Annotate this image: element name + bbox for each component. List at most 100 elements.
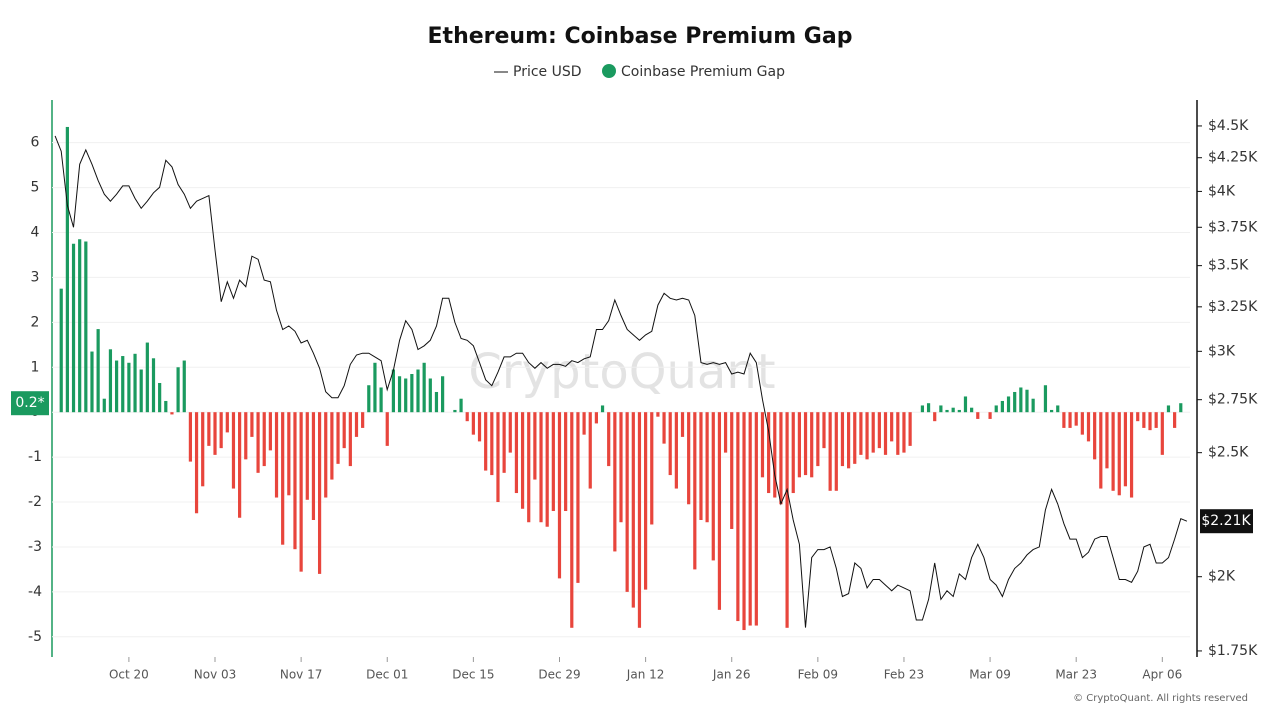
x-tick-label: Dec 29 (538, 668, 580, 682)
bar (816, 412, 820, 467)
y-tick-label: 2 (31, 314, 40, 330)
bar (1179, 403, 1183, 413)
y-marker-badge (11, 391, 49, 416)
x-tick-label: Feb 23 (884, 668, 924, 682)
bar (201, 412, 205, 487)
bar (717, 412, 722, 610)
y-tick-label: 4 (31, 225, 40, 241)
bar (379, 387, 383, 413)
y-marker-label: 0.2* (15, 395, 44, 411)
bar (619, 412, 623, 523)
y2-tick-label: $4.5K (1208, 118, 1249, 134)
bar (182, 360, 186, 413)
bar (71, 243, 76, 413)
bar (951, 407, 955, 413)
bar (164, 400, 168, 413)
bar (84, 241, 88, 413)
y2-tick-label: $3K (1208, 343, 1236, 359)
bar (367, 385, 371, 413)
bar (933, 412, 937, 422)
bar (502, 412, 506, 473)
bar (748, 412, 752, 626)
bar (410, 374, 414, 413)
bar (1056, 405, 1060, 413)
bar (957, 409, 961, 413)
bar (625, 412, 629, 592)
bar (644, 412, 648, 590)
bar (65, 126, 69, 413)
bar (1117, 412, 1121, 496)
bar (151, 358, 156, 413)
bar (533, 412, 537, 480)
bar (607, 412, 611, 467)
bar (422, 362, 426, 413)
bar (970, 407, 974, 413)
bar (361, 412, 365, 428)
bar (348, 412, 352, 467)
bar (484, 412, 488, 471)
y2-tick-label: $2.75K (1208, 392, 1258, 408)
bar (114, 360, 119, 413)
bar (785, 412, 789, 628)
bar (1043, 385, 1048, 413)
bar (723, 412, 728, 453)
bar (939, 405, 943, 413)
bar (471, 412, 475, 435)
y-tick-label: -4 (28, 584, 42, 600)
bar (139, 369, 143, 413)
bar (1148, 412, 1152, 431)
bar (859, 412, 863, 455)
bar (121, 356, 125, 413)
bar (1173, 412, 1177, 428)
bar (539, 412, 543, 523)
y-tick-label: 1 (31, 359, 40, 375)
bar (311, 412, 316, 520)
bar (96, 329, 100, 413)
bar (699, 412, 703, 520)
bar (1062, 412, 1066, 428)
bar (1142, 412, 1146, 428)
bar (890, 412, 894, 442)
bar (810, 412, 814, 478)
bar (1099, 412, 1103, 489)
bar (508, 412, 512, 453)
bar (397, 376, 402, 413)
bar (545, 412, 549, 527)
y-tick-label: -2 (28, 494, 42, 510)
chart-title: Ethereum: Coinbase Premium Gap (428, 24, 853, 49)
bar (557, 412, 562, 579)
bar (1136, 412, 1140, 422)
bar (256, 412, 260, 473)
bar (976, 412, 980, 419)
price-line (54, 135, 1188, 628)
bar (600, 405, 605, 413)
bar (687, 412, 691, 505)
bar (668, 412, 672, 476)
y2-tick-label: $2K (1208, 569, 1236, 585)
bar (1031, 398, 1035, 413)
bar (441, 376, 445, 413)
bar (1006, 396, 1011, 413)
bar (828, 412, 832, 491)
bar (373, 362, 377, 413)
bar (754, 412, 758, 626)
legend-label: Coinbase Premium Gap (621, 64, 785, 80)
bar (963, 396, 968, 413)
y-tick-label: -3 (28, 539, 42, 555)
bar (465, 412, 469, 422)
bar (416, 369, 420, 413)
bar (588, 412, 592, 489)
bar (730, 412, 734, 529)
y2-tick-label: $3.75K (1208, 219, 1258, 235)
x-tick-label: Nov 03 (194, 668, 237, 682)
bar (803, 412, 808, 476)
bar (250, 412, 254, 437)
bar (865, 412, 869, 460)
bar (428, 378, 432, 413)
x-tick-label: Jan 12 (626, 668, 665, 682)
bar (1154, 412, 1158, 428)
bar (834, 412, 838, 491)
bar (194, 412, 199, 514)
bar (1129, 412, 1134, 498)
